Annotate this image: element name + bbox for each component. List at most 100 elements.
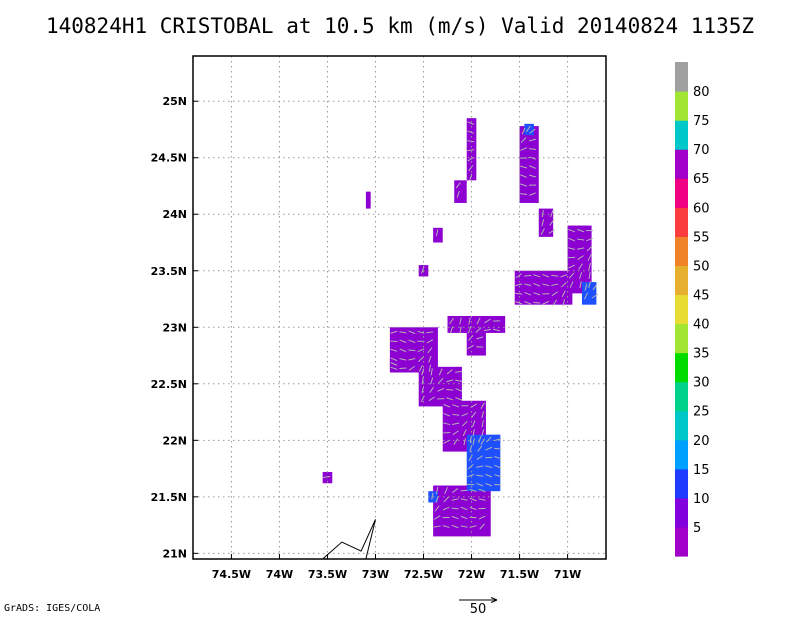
longitude-tick-label: 72W <box>458 568 485 581</box>
wind-speed-region <box>466 434 501 492</box>
colorbar-label: 20 <box>693 434 710 449</box>
wind-vector <box>577 247 585 250</box>
colorbar-swatch <box>675 236 688 267</box>
wind-vector <box>463 438 467 446</box>
colorbar-label: 55 <box>693 230 710 245</box>
colorbar-label: 80 <box>693 85 710 100</box>
wind-vector <box>583 292 589 300</box>
colorbar-swatch <box>675 265 688 296</box>
wind-vector <box>446 379 454 383</box>
colorbar-swatch <box>675 526 688 557</box>
wind-vector <box>443 496 449 503</box>
wind-vector <box>485 482 493 487</box>
wind-vector <box>427 347 433 354</box>
map-title: 140824H1 CRISTOBAL at 10.5 km (m/s) Vali… <box>45 14 754 38</box>
colorbar-swatch <box>675 207 688 237</box>
wind-vector <box>408 349 416 352</box>
wind-vector <box>449 326 454 334</box>
wind-vector <box>476 336 484 340</box>
wind-vector <box>478 515 486 520</box>
colorbar-swatch <box>675 410 688 441</box>
wind-vector <box>437 377 444 384</box>
wind-vector <box>469 525 477 528</box>
wind-vector <box>533 274 541 278</box>
wind-vector <box>459 317 462 325</box>
wind-vector <box>469 173 473 181</box>
wind-vector <box>459 326 462 334</box>
wind-vector <box>587 254 592 261</box>
wind-vector <box>444 487 449 494</box>
wind-vector <box>533 282 541 287</box>
wind-vector <box>472 420 476 428</box>
wind-vector <box>548 229 556 234</box>
wind-vector <box>390 348 398 352</box>
wind-vector <box>481 411 485 419</box>
wind-vector <box>442 525 450 528</box>
wind-vector <box>520 165 528 169</box>
wind-vector <box>390 362 398 366</box>
wind-vector <box>520 174 527 178</box>
wind-vector <box>468 165 474 172</box>
wind-vector <box>426 339 434 344</box>
wind-vector <box>529 165 536 169</box>
wind-vector <box>430 377 434 385</box>
wind-vector <box>462 429 467 437</box>
wind-vector <box>451 524 459 529</box>
wind-vector <box>529 128 536 134</box>
wind-vector <box>478 488 486 493</box>
wind-vector <box>540 228 545 235</box>
wind-vector <box>515 292 523 295</box>
longitude-tick-label: 71.5W <box>500 568 539 581</box>
wind-speed-region <box>322 471 333 484</box>
coastline <box>322 519 376 560</box>
wind-vector <box>451 515 459 520</box>
wind-vector <box>483 328 492 332</box>
wind-vector <box>452 422 460 425</box>
colorbar-swatch <box>675 352 688 383</box>
colorbar: 5 10 15 20 25 30 35 40 45 50 55 60 65 70 75 80 <box>675 62 710 557</box>
wind-vector <box>515 273 522 279</box>
wind-vector <box>469 506 477 511</box>
wind-vector <box>323 475 331 478</box>
wind-vector <box>461 413 469 417</box>
wind-vector <box>485 465 493 469</box>
wind-vector <box>428 396 435 402</box>
wind-vector <box>421 377 424 385</box>
wind-vector <box>399 348 407 353</box>
wind-vector <box>520 137 527 143</box>
wind-vector <box>551 283 559 286</box>
wind-vector <box>485 446 493 451</box>
wind-vector <box>460 489 468 492</box>
wind-vector <box>421 368 425 376</box>
wind-speed-fill-layer <box>322 118 597 537</box>
wind-vector <box>467 121 475 125</box>
reference-vector: 50 <box>459 597 498 617</box>
wind-vector <box>451 507 459 510</box>
longitude-tick-label: 71W <box>554 568 581 581</box>
colorbar-swatch <box>675 149 688 179</box>
wind-vector <box>521 127 526 135</box>
colorbar-label: 5 <box>693 521 701 536</box>
latitude-tick-label: 21.5N <box>151 491 187 504</box>
wind-vector <box>452 404 460 408</box>
wind-vector <box>442 506 450 511</box>
wind-vector <box>591 293 599 299</box>
wind-vector <box>515 301 523 305</box>
wind-vector <box>418 356 424 363</box>
wind-vector <box>476 455 483 460</box>
wind-vector <box>475 327 482 333</box>
wind-vector <box>577 228 585 233</box>
wind-vector <box>541 210 544 218</box>
lat-lon-grid <box>193 56 606 559</box>
wind-vector <box>588 272 591 280</box>
latitude-tick-label: 24N <box>162 208 187 221</box>
wind-vector <box>435 229 439 237</box>
wind-vector <box>524 283 532 286</box>
wind-vector <box>529 148 537 150</box>
colorbar-label: 65 <box>693 172 710 187</box>
wind-vector <box>550 210 554 218</box>
wind-vector <box>560 274 568 278</box>
wind-vector <box>515 283 523 287</box>
wind-vector <box>588 263 591 271</box>
wind-vector <box>428 364 432 372</box>
